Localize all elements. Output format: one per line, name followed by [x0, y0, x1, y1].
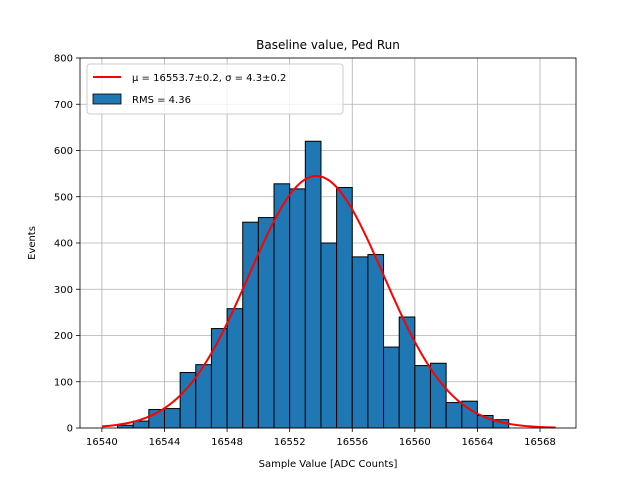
- histogram-bar-13: [304, 140, 322, 429]
- gaussian-fit-curve: [101, 174, 556, 429]
- histogram-bars: [117, 140, 510, 429]
- histogram-bar-22: [445, 402, 463, 429]
- x-tick-label-7: 16568: [524, 437, 556, 448]
- legend: μ = 16553.7±0.2, σ = 4.3±0.2 RMS = 4.36: [86, 63, 344, 115]
- chart-title: Baseline value, Ped Run: [256, 38, 400, 52]
- x-axis-ticks: 16540 16544 16548 16552 16556 16560 16564 16568: [86, 428, 556, 448]
- x-axis-label: Sample Value [ADC Counts]: [259, 459, 398, 470]
- histogram-bar-8: [226, 308, 244, 429]
- histogram-bar-4: [163, 408, 181, 429]
- legend-box: [86, 63, 344, 115]
- x-tick-label-5: 16560: [399, 437, 431, 448]
- x-tick-label-2: 16548: [211, 437, 243, 448]
- histogram-bar-1: [117, 424, 134, 429]
- y-tick-label-1: 100: [54, 377, 73, 388]
- y-tick-label-0: 0: [67, 424, 73, 435]
- histogram-bar-7: [210, 328, 228, 429]
- x-tick-label-0: 16540: [86, 437, 118, 448]
- histogram-bar-14: [320, 242, 338, 429]
- y-axis-ticks: 0 100 200 300 400 500 600 700 800: [54, 54, 80, 435]
- x-tick-label-6: 16564: [462, 437, 494, 448]
- y-axis-label: Events: [27, 226, 38, 260]
- y-tick-label-6: 600: [54, 146, 73, 157]
- histogram-bar-12: [289, 188, 306, 429]
- y-tick-label-5: 500: [54, 192, 73, 203]
- x-tick-label-1: 16544: [149, 437, 181, 448]
- y-tick-label-3: 300: [54, 285, 73, 296]
- histogram-bar-9: [242, 221, 259, 429]
- y-tick-label-7: 700: [54, 100, 73, 111]
- histogram-bar-16: [351, 256, 369, 429]
- y-tick-label-4: 400: [54, 239, 73, 250]
- histogram-bar-18: [383, 346, 400, 429]
- histogram-bar-15: [336, 187, 353, 429]
- histogram-bar-11: [273, 183, 291, 429]
- x-tick-label-3: 16552: [274, 437, 306, 448]
- legend-rms-label: RMS = 4.36: [132, 95, 191, 106]
- histogram-bar-17: [367, 254, 385, 429]
- histogram-bar-19: [398, 316, 416, 429]
- histogram-bar-20: [414, 365, 431, 429]
- legend-bar-swatch: [92, 93, 122, 105]
- fit-curve-group: [101, 174, 556, 429]
- y-tick-label-8: 800: [54, 54, 73, 65]
- x-tick-label-4: 16556: [336, 437, 368, 448]
- y-tick-label-2: 200: [54, 331, 73, 342]
- legend-fit-label: μ = 16553.7±0.2, σ = 4.3±0.2: [132, 73, 286, 84]
